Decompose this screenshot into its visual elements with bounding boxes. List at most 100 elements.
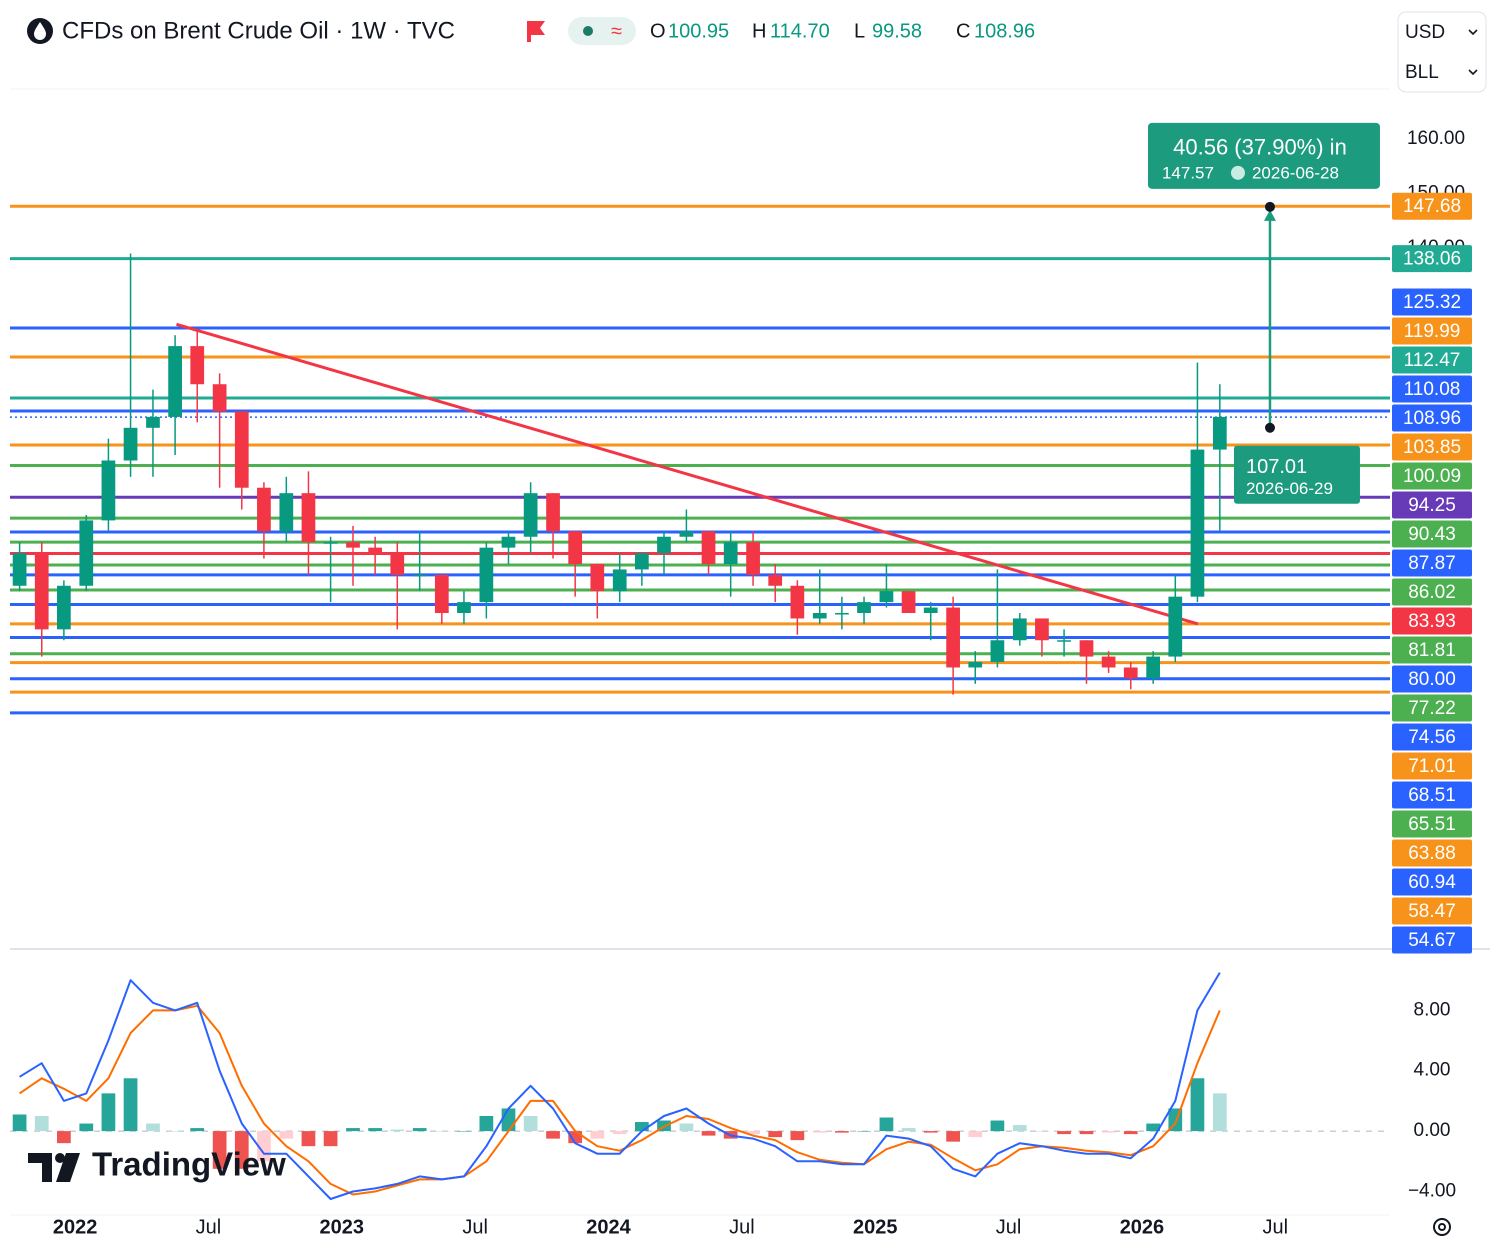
level-label-box — [1392, 288, 1472, 316]
ohlc-value: 108.96 — [974, 20, 1035, 42]
candle-body — [1035, 618, 1049, 641]
candle-body — [57, 585, 71, 630]
logo-mark — [55, 1153, 65, 1163]
candle-body — [546, 493, 560, 532]
level-label-box — [1392, 781, 1472, 809]
target-box — [1147, 122, 1380, 189]
candle-body — [946, 607, 960, 668]
candle-body — [523, 493, 538, 537]
histogram-bar — [634, 1122, 649, 1132]
ohlc-value: 100.95 — [668, 20, 729, 42]
level-label-box — [1392, 192, 1472, 220]
x-tick-label: 2022 — [53, 1216, 98, 1238]
candle-body — [812, 613, 827, 619]
histogram-bar — [612, 1131, 627, 1135]
histogram-bar — [323, 1131, 338, 1147]
level-label-box — [1392, 317, 1472, 345]
histogram-bar — [1035, 1131, 1049, 1132]
unit-box[interactable] — [1397, 11, 1487, 93]
candle-body — [612, 569, 627, 592]
currency[interactable]: USD — [1405, 22, 1445, 43]
x-tick-label: Jul — [729, 1216, 755, 1238]
change-label: 40.56 (37.90%) in — [1173, 135, 1347, 160]
candle-body — [390, 553, 405, 575]
clock-icon — [1230, 165, 1245, 180]
histogram-bar — [190, 1128, 205, 1132]
histogram-bar — [968, 1131, 983, 1138]
histogram-bar — [234, 1131, 249, 1169]
flag-icon[interactable] — [527, 21, 545, 42]
x-tick-label: 2026 — [1120, 1216, 1165, 1238]
settings-icon — [1438, 1223, 1446, 1231]
level-label: 71.01 — [1408, 756, 1456, 777]
level-label-box — [1392, 694, 1472, 722]
histogram-bar — [79, 1123, 94, 1132]
start-box — [1233, 445, 1360, 504]
candle-body — [101, 460, 116, 521]
histogram-bar — [1190, 1078, 1205, 1132]
unit[interactable]: BLL — [1405, 62, 1439, 83]
watermark: TradingView — [92, 1146, 286, 1183]
candle-body — [923, 607, 938, 614]
start-price: 107.01 — [1246, 456, 1307, 478]
candle-body — [12, 553, 27, 586]
histogram-bar — [1012, 1125, 1027, 1132]
histogram-bar — [835, 1131, 849, 1133]
level-label-box — [1392, 752, 1472, 780]
level-label-box — [1392, 839, 1472, 867]
candle-body — [1101, 656, 1116, 668]
chevron — [1468, 29, 1478, 36]
candle-body — [679, 531, 694, 537]
level-label: 83.93 — [1408, 611, 1456, 632]
candle-body — [368, 547, 382, 554]
indicator-pill[interactable] — [568, 17, 636, 45]
level-label: 81.81 — [1408, 640, 1456, 661]
candle-body — [412, 574, 427, 577]
level-label-box — [1392, 462, 1472, 490]
level-label: 86.02 — [1408, 582, 1456, 603]
level-label: 110.08 — [1404, 379, 1461, 400]
histogram-bar — [1057, 1131, 1071, 1135]
level-label: 54.67 — [1408, 930, 1456, 951]
histogram-bar — [812, 1131, 827, 1133]
x-tick-label: Jul — [462, 1216, 488, 1238]
level-label: 90.43 — [1408, 524, 1456, 545]
settings-icon[interactable] — [1433, 1218, 1451, 1236]
histogram-bar — [168, 1131, 182, 1132]
candle-body — [1057, 640, 1071, 642]
x-tick-label: 2025 — [853, 1216, 898, 1238]
level-label: 94.25 — [1408, 495, 1456, 516]
histogram-bar — [990, 1120, 1005, 1132]
candle-body — [634, 553, 649, 570]
candle-body — [857, 602, 871, 614]
level-label: 147.68 — [1403, 196, 1461, 217]
level-label-box — [1392, 404, 1472, 432]
candle-body — [301, 493, 316, 543]
candle-body — [479, 547, 494, 603]
histogram-bar — [901, 1128, 916, 1132]
candle-body — [990, 640, 1005, 663]
histogram-bar — [412, 1128, 427, 1132]
histogram-bar — [457, 1131, 471, 1132]
candle-body — [1123, 667, 1138, 679]
level-label-box — [1392, 578, 1472, 606]
drop-icon — [34, 22, 46, 40]
ohlc-key: H — [752, 20, 766, 42]
level-label: 63.88 — [1408, 843, 1456, 864]
level-label-box — [1392, 868, 1472, 896]
level-label-box — [1392, 723, 1472, 751]
ohlc-value: 99.58 — [872, 20, 922, 42]
level-label: 125.32 — [1403, 292, 1461, 313]
histogram-bar — [12, 1114, 27, 1132]
projection-target — [1264, 201, 1275, 212]
level-label: 100.09 — [1403, 466, 1461, 487]
logo-mark — [28, 1153, 52, 1182]
start-date: 2026-06-29 — [1246, 479, 1333, 498]
histogram-bar — [1123, 1131, 1138, 1135]
symbol-title[interactable]: CFDs on Brent Crude Oil · 1W · TVC — [62, 17, 455, 44]
ohlc-key: O — [650, 20, 666, 42]
histogram-bar — [390, 1129, 405, 1132]
histogram-bar — [57, 1131, 71, 1144]
logo-mark — [56, 1153, 80, 1182]
